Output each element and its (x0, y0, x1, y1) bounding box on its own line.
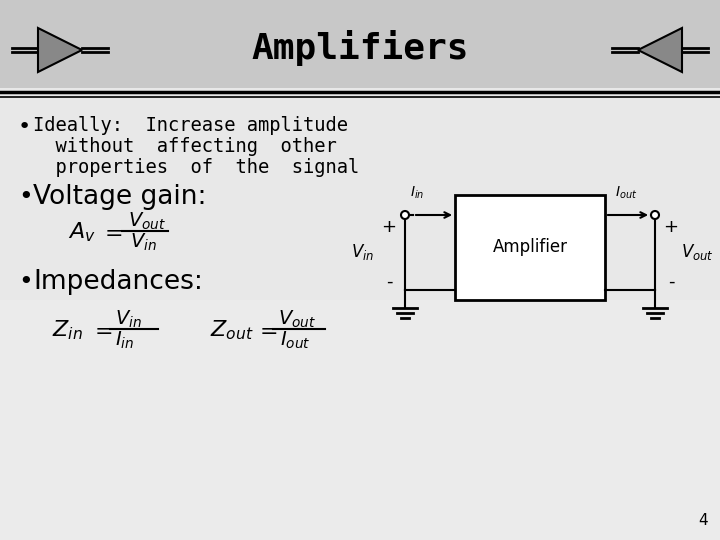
Circle shape (401, 211, 409, 219)
Text: Voltage gain:: Voltage gain: (33, 184, 207, 210)
Text: 4: 4 (698, 513, 708, 528)
Text: Impedances:: Impedances: (33, 269, 203, 295)
Text: $=$: $=$ (255, 320, 278, 340)
Text: +: + (664, 218, 678, 236)
Text: Ideally:  Increase amplitude: Ideally: Increase amplitude (33, 116, 348, 135)
Text: $=$: $=$ (90, 320, 112, 340)
Text: $V_{in}$: $V_{in}$ (351, 242, 374, 262)
Text: $V_{in}$: $V_{in}$ (115, 308, 142, 329)
Polygon shape (38, 28, 82, 72)
Text: $I_{in}$: $I_{in}$ (115, 329, 134, 350)
Text: $V_{out}$: $V_{out}$ (278, 308, 316, 329)
Text: $A_v$: $A_v$ (68, 220, 96, 244)
Text: properties  of  the  signal: properties of the signal (33, 158, 359, 177)
Circle shape (651, 211, 659, 219)
Text: $I_{out}$: $I_{out}$ (615, 185, 637, 201)
Text: $I_{out}$: $I_{out}$ (280, 329, 310, 350)
Text: $Z_{in}$: $Z_{in}$ (52, 318, 83, 342)
Text: -: - (667, 273, 674, 291)
Polygon shape (638, 28, 682, 72)
Bar (0, 88, 720, 540)
Text: •: • (18, 185, 32, 209)
Text: +: + (382, 218, 397, 236)
Bar (455, 195, 605, 300)
Text: $=$: $=$ (100, 222, 122, 242)
Text: Amplifiers: Amplifiers (251, 30, 469, 66)
Text: without  affecting  other: without affecting other (33, 137, 337, 156)
Text: $V_{out}$: $V_{out}$ (680, 242, 714, 262)
Text: $V_{in}$: $V_{in}$ (130, 231, 157, 253)
Text: •: • (18, 117, 31, 137)
Text: $Z_{out}$: $Z_{out}$ (210, 318, 253, 342)
Bar (0, 300, 720, 540)
Text: •: • (18, 270, 32, 294)
Text: $I_{in}$: $I_{in}$ (410, 185, 424, 201)
Text: $V_{out}$: $V_{out}$ (128, 211, 166, 232)
Text: Amplifier: Amplifier (492, 239, 567, 256)
Text: -: - (386, 273, 392, 291)
Bar (0, 0, 720, 88)
